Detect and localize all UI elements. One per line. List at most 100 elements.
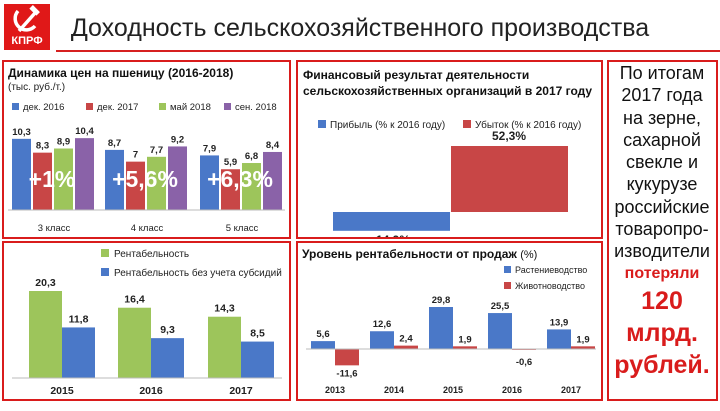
bar-profit bbox=[333, 212, 450, 231]
bar bbox=[394, 345, 418, 349]
bar bbox=[200, 155, 219, 210]
hammer-sickle-icon bbox=[13, 5, 40, 33]
legend-label: Животноводство bbox=[515, 281, 585, 291]
category-label: 2016 bbox=[139, 385, 163, 397]
legend-swatch bbox=[224, 103, 231, 110]
legend-swatch bbox=[504, 282, 511, 289]
data-label: 5,6 bbox=[316, 329, 329, 340]
data-label: 8,4 bbox=[266, 140, 280, 151]
legend-label: май 2018 bbox=[170, 102, 211, 113]
data-label: 9,3 bbox=[160, 324, 175, 336]
data-label: 8,7 bbox=[108, 138, 121, 149]
kprf-logo: КПРФ bbox=[4, 4, 50, 50]
wheat-chart-subtitle: (тыс. руб./т.) bbox=[8, 82, 66, 93]
category-label: 4 класс bbox=[131, 223, 164, 234]
data-label: 11,8 bbox=[69, 313, 89, 325]
bar bbox=[54, 148, 73, 210]
financial-chart-title: Финансовый результат деятельности сельск… bbox=[303, 68, 593, 98]
category-label: 2016 bbox=[502, 385, 522, 395]
bar bbox=[12, 138, 31, 210]
data-label: 7,9 bbox=[203, 143, 216, 154]
panel-financial-result: Финансовый результат деятельности сельск… bbox=[296, 60, 603, 239]
legend-label: Рентабельность bbox=[114, 248, 189, 260]
bar-loss bbox=[451, 146, 568, 212]
bar bbox=[29, 291, 62, 378]
category-label: 2014 bbox=[384, 385, 404, 395]
legend-swatch bbox=[159, 103, 166, 110]
data-label: 29,8 bbox=[432, 295, 451, 306]
category-label: 3 класс bbox=[38, 223, 71, 234]
legend-swatch bbox=[463, 120, 471, 128]
panel-sales-profitability: Уровень рентабельности от продаж (%) Рас… bbox=[296, 241, 603, 401]
bar bbox=[335, 349, 359, 366]
data-label-profit: -14,9% bbox=[372, 233, 410, 237]
bar bbox=[547, 329, 571, 349]
bar bbox=[488, 313, 512, 349]
legend-label: дек. 2017 bbox=[97, 102, 138, 113]
legend-swatch bbox=[101, 268, 109, 276]
side-note-highlight-amount: 120 млрд. рублей. bbox=[614, 286, 710, 379]
category-label: 2017 bbox=[561, 385, 581, 395]
legend-label: Растениеводство bbox=[515, 265, 587, 275]
data-label: 16,4 bbox=[124, 294, 145, 306]
legend-swatch bbox=[504, 266, 511, 273]
legend-swatch bbox=[86, 103, 93, 110]
data-label: 7,7 bbox=[150, 145, 163, 156]
side-note-text: По итогам 2017 года на зерне, сахарной с… bbox=[614, 63, 710, 262]
profitability-chart: Рентабельность Рентабельность без учета с… bbox=[12, 248, 282, 397]
bar bbox=[33, 152, 52, 210]
bar bbox=[118, 307, 151, 378]
bar bbox=[151, 338, 184, 378]
legend-label: Прибыль (% к 2016 году) bbox=[330, 119, 445, 131]
legend-label: Убыток (% к 2016 году) bbox=[475, 119, 581, 131]
data-label: 5,9 bbox=[224, 157, 237, 168]
sales-chart-title-text: Уровень рентабельности от продаж bbox=[302, 247, 517, 261]
wheat-chart-title: Динамика цен на пшеницу (2016-2018) bbox=[8, 66, 234, 80]
bar bbox=[242, 163, 261, 210]
data-label: 12,6 bbox=[373, 319, 392, 330]
logo-label: КПРФ bbox=[11, 35, 43, 47]
panel-wheat-prices: Динамика цен на пшеницу (2016-2018) (тыс… bbox=[2, 60, 291, 239]
wheat-prices-chart: дек. 2016 дек. 2017 май 2018 сен. 2018 10,3 8… bbox=[8, 102, 285, 234]
financial-result-chart: Прибыль (% к 2016 году) Убыток (% к 2016 … bbox=[318, 119, 581, 237]
growth-annotation: +5,6% bbox=[112, 166, 178, 192]
bar bbox=[126, 161, 145, 210]
bar bbox=[453, 346, 477, 349]
legend-label: дек. 2016 bbox=[23, 102, 64, 113]
category-label: 2015 bbox=[443, 385, 463, 395]
legend-swatch bbox=[101, 249, 109, 257]
data-label: 10,4 bbox=[75, 126, 94, 137]
data-label: 8,9 bbox=[57, 137, 70, 148]
category-label: 2015 bbox=[50, 385, 74, 397]
legend-label: Рентабельность без учета субсидий bbox=[114, 267, 282, 279]
side-note: По итогам 2017 года на зерне, сахарной с… bbox=[609, 62, 715, 397]
data-label-loss: 52,3% bbox=[492, 129, 526, 143]
growth-annotation: +6,3% bbox=[207, 166, 273, 192]
sales-chart-title: Уровень рентабельности от продаж (%) bbox=[302, 247, 537, 261]
legend-swatch bbox=[318, 120, 326, 128]
data-label: 13,9 bbox=[550, 317, 569, 328]
panel-side-note bbox=[607, 60, 718, 401]
category-label: 5 класс bbox=[226, 223, 259, 234]
bar bbox=[571, 346, 595, 349]
sales-profitability-chart: Растениеводство Животноводство 5,6 -11,6 201… bbox=[306, 265, 596, 395]
growth-annotation: +1% bbox=[29, 166, 76, 192]
bar bbox=[241, 341, 274, 378]
bar bbox=[62, 327, 95, 378]
bar bbox=[75, 138, 94, 210]
bar bbox=[208, 316, 241, 378]
bar bbox=[147, 156, 166, 210]
data-label: -0,6 bbox=[516, 357, 532, 368]
bar bbox=[370, 331, 394, 349]
data-label: 8,3 bbox=[36, 141, 49, 152]
bar bbox=[311, 341, 335, 349]
data-label: 9,2 bbox=[171, 134, 184, 145]
bar bbox=[168, 146, 187, 210]
category-label: 2013 bbox=[325, 385, 345, 395]
title-divider bbox=[56, 50, 720, 52]
side-note-highlight-lost: потеряли bbox=[624, 264, 700, 282]
data-label: 6,8 bbox=[245, 151, 258, 162]
bar bbox=[221, 169, 240, 210]
legend-swatch bbox=[12, 103, 19, 110]
panel-profitability: Рентабельность Рентабельность без учета с… bbox=[2, 241, 291, 401]
